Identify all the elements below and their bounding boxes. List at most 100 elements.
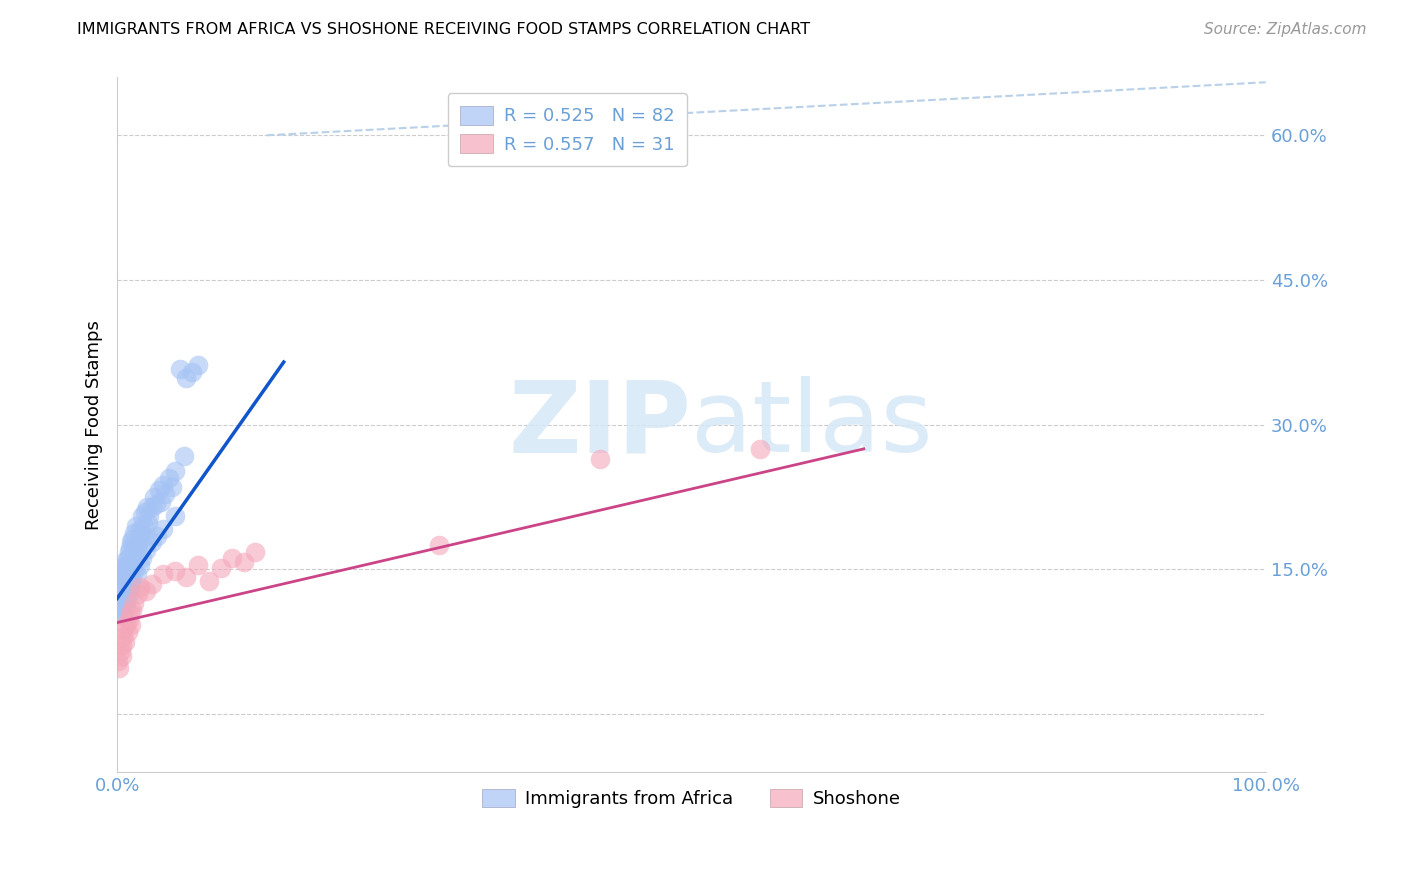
- Point: [117, 625, 139, 640]
- Point: [141, 577, 163, 591]
- Point: [118, 541, 141, 556]
- Point: [122, 555, 145, 569]
- Point: [173, 449, 195, 463]
- Point: [121, 577, 143, 591]
- Point: [124, 565, 146, 579]
- Point: [120, 574, 142, 588]
- Point: [209, 560, 232, 574]
- Point: [118, 572, 141, 586]
- Point: [129, 580, 152, 594]
- Point: [131, 550, 153, 565]
- Point: [142, 490, 165, 504]
- Point: [152, 567, 174, 582]
- Point: [108, 661, 131, 675]
- Point: [124, 519, 146, 533]
- Point: [114, 590, 136, 604]
- Point: [111, 608, 134, 623]
- Point: [141, 535, 163, 549]
- Point: [112, 622, 135, 636]
- Point: [169, 361, 191, 376]
- Point: [148, 483, 170, 498]
- Point: [180, 365, 202, 379]
- Point: [112, 593, 135, 607]
- Point: [163, 565, 186, 579]
- Legend: Immigrants from Africa, Shoshone: Immigrants from Africa, Shoshone: [475, 781, 908, 815]
- Point: [118, 606, 141, 620]
- Point: [112, 567, 135, 582]
- Text: IMMIGRANTS FROM AFRICA VS SHOSHONE RECEIVING FOOD STAMPS CORRELATION CHART: IMMIGRANTS FROM AFRICA VS SHOSHONE RECEI…: [77, 22, 810, 37]
- Point: [134, 505, 156, 519]
- Point: [120, 618, 142, 632]
- Point: [136, 500, 159, 514]
- Text: ZIP: ZIP: [509, 376, 692, 474]
- Point: [115, 618, 138, 632]
- Point: [122, 538, 145, 552]
- Point: [118, 582, 141, 596]
- Point: [107, 654, 129, 668]
- Point: [127, 586, 149, 600]
- Point: [112, 584, 135, 599]
- Point: [221, 550, 243, 565]
- Point: [162, 480, 184, 494]
- Point: [427, 538, 450, 552]
- Point: [136, 516, 159, 531]
- Point: [115, 565, 138, 579]
- Point: [149, 495, 172, 509]
- Point: [588, 451, 610, 466]
- Point: [107, 603, 129, 617]
- Point: [114, 558, 136, 572]
- Point: [111, 560, 134, 574]
- Point: [163, 509, 186, 524]
- Point: [111, 638, 134, 652]
- Point: [121, 560, 143, 574]
- Point: [132, 519, 155, 533]
- Point: [115, 599, 138, 614]
- Y-axis label: Receiving Food Stamps: Receiving Food Stamps: [86, 320, 103, 530]
- Point: [114, 586, 136, 600]
- Point: [111, 649, 134, 664]
- Point: [108, 583, 131, 598]
- Point: [174, 570, 197, 584]
- Point: [111, 630, 134, 644]
- Point: [198, 574, 221, 588]
- Point: [155, 487, 177, 501]
- Point: [111, 565, 134, 579]
- Point: [121, 603, 143, 617]
- Point: [135, 543, 157, 558]
- Point: [118, 545, 141, 559]
- Point: [108, 596, 131, 610]
- Point: [145, 497, 167, 511]
- Point: [115, 553, 138, 567]
- Point: [131, 509, 153, 524]
- Point: [174, 371, 197, 385]
- Point: [152, 477, 174, 491]
- Point: [111, 599, 134, 614]
- Point: [187, 558, 209, 572]
- Point: [117, 591, 139, 606]
- Point: [114, 574, 136, 588]
- Point: [135, 583, 157, 598]
- Point: [111, 582, 134, 596]
- Point: [124, 545, 146, 559]
- Point: [129, 522, 152, 536]
- Point: [118, 583, 141, 598]
- Point: [110, 580, 132, 594]
- Point: [152, 522, 174, 536]
- Point: [125, 567, 148, 582]
- Text: atlas: atlas: [692, 376, 934, 474]
- Point: [121, 532, 143, 546]
- Point: [131, 525, 153, 540]
- Point: [114, 635, 136, 649]
- Point: [232, 555, 254, 569]
- Point: [127, 535, 149, 549]
- Text: Source: ZipAtlas.com: Source: ZipAtlas.com: [1204, 22, 1367, 37]
- Point: [117, 550, 139, 565]
- Point: [118, 565, 141, 579]
- Point: [124, 596, 146, 610]
- Point: [129, 558, 152, 572]
- Point: [146, 529, 169, 543]
- Point: [243, 545, 266, 559]
- Point: [108, 572, 131, 586]
- Point: [111, 586, 134, 600]
- Point: [118, 613, 141, 627]
